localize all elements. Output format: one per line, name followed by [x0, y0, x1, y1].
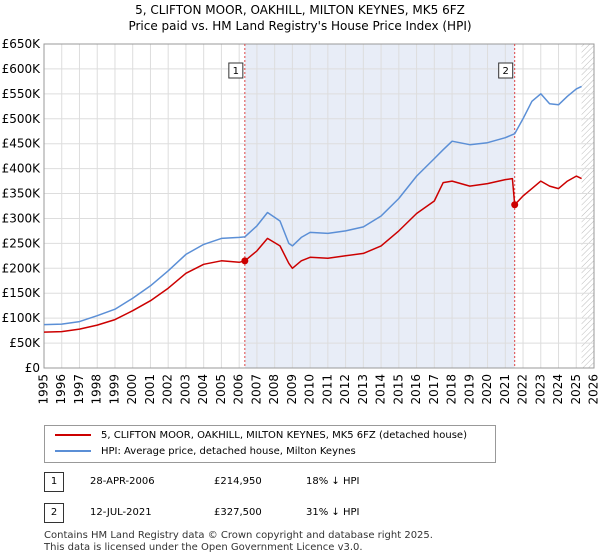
- shaded-period: [244, 44, 515, 368]
- footer-line1: Contains HM Land Registry data © Crown c…: [44, 530, 433, 541]
- x-tick-label: 2003: [178, 374, 192, 405]
- x-tick-label: 2004: [196, 374, 210, 405]
- y-tick-label: £0: [25, 361, 40, 375]
- legend-label-hpi: HPI: Average price, detached house, Milt…: [101, 446, 356, 457]
- y-tick-label: £100K: [2, 311, 42, 325]
- marker-label-box: [498, 62, 514, 79]
- hpi-series-line: [43, 85, 582, 326]
- x-tick-label: 2008: [267, 374, 281, 405]
- legend-item-property: 5, CLIFTON MOOR, OAKHILL, MILTON KEYNES,…: [55, 429, 467, 443]
- y-tick-label: £600K: [2, 62, 42, 76]
- x-tick-label: 2000: [125, 374, 139, 405]
- plot-frame: [43, 43, 595, 369]
- x-tick-label: 2021: [498, 374, 512, 405]
- transaction-price: £327,500: [214, 507, 262, 518]
- legend-item-hpi: HPI: Average price, detached house, Milt…: [55, 445, 356, 459]
- y-tick-label: £50K: [9, 336, 41, 350]
- legend-swatch-hpi: [55, 450, 91, 452]
- x-tick-label: 2005: [214, 374, 228, 405]
- x-tick-label: 2011: [320, 374, 334, 405]
- sale-point: [241, 257, 249, 265]
- x-tick-label: 2013: [356, 374, 370, 405]
- x-tick-label: 2018: [445, 374, 459, 405]
- x-tick-label: 2012: [338, 374, 352, 405]
- transaction-price: £214,950: [214, 476, 262, 487]
- x-tick-label: 2014: [374, 374, 388, 405]
- x-tick-label: 2026: [587, 374, 600, 405]
- x-tick-label: 1996: [54, 374, 68, 405]
- y-tick-label: £300K: [2, 211, 42, 225]
- x-tick-label: 2016: [409, 374, 423, 405]
- legend: 5, CLIFTON MOOR, OAKHILL, MILTON KEYNES,…: [44, 425, 496, 463]
- x-tick-label: 1998: [90, 374, 104, 405]
- transaction-hpi-diff: 31% ↓ HPI: [306, 507, 360, 518]
- marker-label-box: [228, 62, 244, 79]
- transaction-hpi-diff: 18% ↓ HPI: [306, 476, 360, 487]
- footer-line2: This data is licensed under the Open Gov…: [44, 542, 363, 553]
- y-tick-label: £150K: [2, 286, 42, 300]
- footer: Contains HM Land Registry data © Crown c…: [44, 530, 433, 554]
- x-tick-label: 2010: [303, 374, 317, 405]
- x-tick-label: 1999: [107, 374, 121, 405]
- chart-title-line1: 5, CLIFTON MOOR, OAKHILL, MILTON KEYNES,…: [135, 3, 465, 17]
- transaction-date: 28-APR-2006: [90, 476, 155, 487]
- sale-point: [511, 201, 519, 209]
- x-tick-label: 2002: [161, 374, 175, 405]
- x-tick-label: 2015: [391, 374, 405, 405]
- marker-label: 1: [233, 66, 239, 77]
- future-hatch-area: [581, 44, 594, 368]
- y-tick-label: £650K: [2, 37, 42, 51]
- x-tick-label: 2025: [569, 374, 583, 405]
- x-tick-label: 2001: [143, 374, 157, 405]
- legend-swatch-property: [55, 434, 91, 436]
- legend-label-property: 5, CLIFTON MOOR, OAKHILL, MILTON KEYNES,…: [101, 430, 467, 441]
- x-tick-label: 2007: [249, 374, 263, 405]
- x-tick-label: 2019: [462, 374, 476, 405]
- price-chart: £0 £50K £100K £150K £200K £250K £300K £350K £400…: [2, 37, 600, 405]
- y-tick-label: £200K: [2, 261, 42, 275]
- x-tick-label: 2024: [551, 374, 565, 405]
- y-tick-label: £250K: [2, 236, 42, 250]
- transaction-date: 12-JUL-2021: [90, 507, 152, 518]
- x-tick-label: 1997: [72, 374, 86, 405]
- transaction-badge: 2: [44, 503, 64, 523]
- marker-label: 2: [503, 66, 509, 77]
- x-tick-label: 2009: [285, 374, 299, 405]
- property-series-line: [43, 175, 582, 333]
- x-tick-label: 2006: [232, 374, 246, 405]
- x-tick-label: 1995: [37, 374, 51, 405]
- transaction-badge: 1: [44, 472, 64, 492]
- y-tick-label: £400K: [2, 162, 42, 176]
- x-tick-label: 2022: [516, 374, 530, 405]
- x-tick-label: 2020: [480, 374, 494, 405]
- y-tick-label: £550K: [2, 87, 42, 101]
- x-tick-label: 2023: [533, 374, 547, 405]
- x-tick-label: 2017: [427, 374, 441, 405]
- y-tick-label: £350K: [2, 187, 42, 201]
- chart-title-line2: Price paid vs. HM Land Registry's House …: [128, 19, 472, 33]
- y-tick-label: £450K: [2, 137, 42, 151]
- y-tick-label: £500K: [2, 112, 42, 126]
